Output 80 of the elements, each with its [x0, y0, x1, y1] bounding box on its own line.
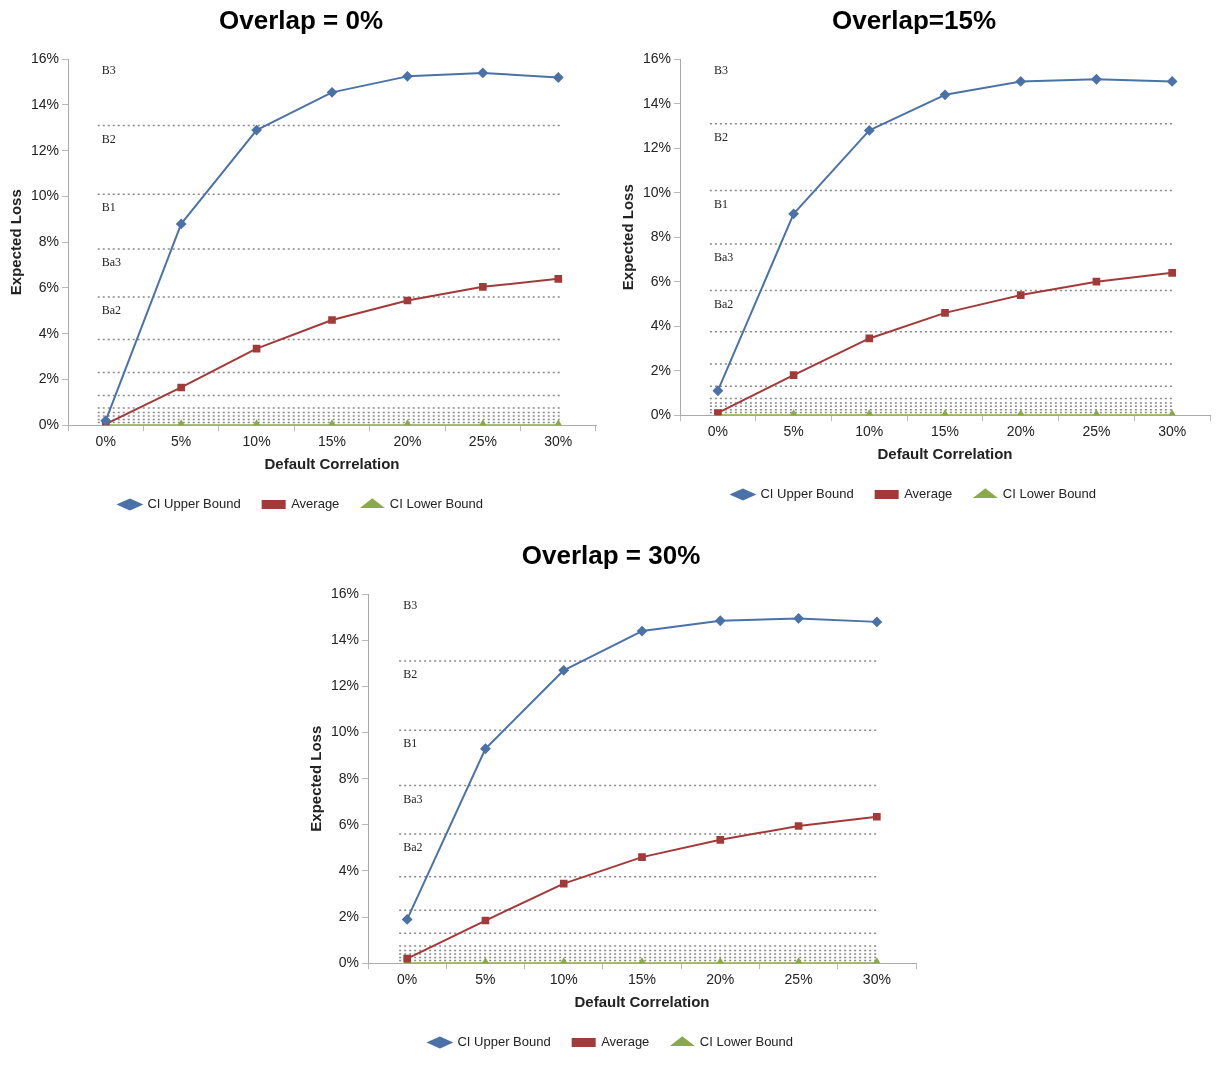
x-tick-label: 5% — [475, 971, 496, 988]
y-tick-label: 10% — [330, 723, 360, 740]
y-axis-title: Expected Loss — [307, 725, 325, 832]
y-tick-label: 10% — [30, 187, 60, 204]
x-tick-label: 25% — [468, 433, 497, 450]
y-axis-title: Expected Loss — [619, 184, 637, 291]
chart-title: Overlap = 0% — [218, 4, 384, 35]
y-tick-label: 16% — [30, 50, 60, 67]
legend-label: CI Upper Bound — [147, 496, 241, 512]
chart-title: Overlap=15% — [831, 4, 997, 35]
y-tick-label: 12% — [30, 141, 60, 158]
annotation: B1 — [713, 196, 728, 211]
x-tick-label: 25% — [784, 971, 813, 988]
y-tick-label: 8% — [338, 769, 360, 786]
y-tick-label: 6% — [650, 272, 672, 289]
annotation: B3 — [101, 63, 116, 78]
annotation: B2 — [101, 131, 116, 146]
y-tick-label: 2% — [650, 361, 672, 378]
y-tick-label: 14% — [330, 631, 360, 648]
x-tick-label: 20% — [706, 971, 735, 988]
y-tick-label: 8% — [650, 228, 672, 245]
y-tick-label: 14% — [30, 95, 60, 112]
x-tick-label: 10% — [242, 433, 271, 450]
legend-label: CI Lower Bound — [389, 496, 484, 512]
y-tick-label: 0% — [338, 954, 360, 971]
x-tick-label: 0% — [397, 971, 418, 988]
x-tick-label: 15% — [317, 433, 347, 450]
x-tick-label: 15% — [930, 423, 960, 440]
annotation: Ba3 — [713, 250, 734, 265]
x-tick-label: 20% — [1006, 423, 1035, 440]
chart-title: Overlap = 30% — [521, 539, 701, 570]
legend-label: CI Lower Bound — [1002, 486, 1097, 502]
legend-label: CI Upper Bound — [760, 486, 854, 502]
legend-label: CI Upper Bound — [457, 1034, 551, 1050]
y-tick-label: 2% — [38, 370, 60, 387]
annotation: Ba2 — [403, 840, 423, 855]
y-axis-title: Expected Loss — [7, 189, 25, 296]
y-tick-label: 12% — [642, 139, 672, 156]
x-tick-label: 25% — [1082, 423, 1111, 440]
y-tick-label: 16% — [642, 50, 672, 67]
annotation: Ba3 — [403, 791, 423, 806]
annotation: B1 — [101, 200, 116, 215]
y-tick-label: 6% — [338, 815, 360, 832]
legend-label: Average — [601, 1034, 650, 1050]
x-tick-label: 0% — [707, 423, 728, 440]
x-tick-label: 10% — [855, 423, 884, 440]
x-tick-label: 0% — [95, 433, 116, 450]
annotation: B2 — [403, 667, 418, 682]
x-tick-label: 10% — [549, 971, 578, 988]
legend-label: CI Lower Bound — [699, 1034, 794, 1050]
annotation: Ba3 — [101, 255, 122, 270]
x-tick-label: 30% — [544, 433, 573, 450]
annotation: B2 — [713, 129, 728, 144]
y-tick-label: 0% — [650, 406, 672, 423]
x-axis-title: Default Correlation — [264, 455, 400, 473]
y-tick-label: 6% — [38, 278, 60, 295]
y-tick-label: 2% — [338, 907, 360, 924]
y-tick-label: 4% — [650, 317, 672, 334]
y-tick-label: 14% — [642, 94, 672, 111]
x-tick-label: 15% — [627, 971, 657, 988]
annotation: B1 — [403, 736, 418, 751]
x-tick-label: 30% — [1158, 423, 1187, 440]
annotation: B3 — [403, 598, 418, 613]
x-tick-label: 30% — [862, 971, 891, 988]
annotation: Ba2 — [101, 303, 122, 318]
legend-label: Average — [904, 486, 953, 502]
x-tick-label: 5% — [783, 423, 804, 440]
x-tick-label: 5% — [171, 433, 192, 450]
x-axis-title: Default Correlation — [574, 993, 710, 1011]
annotation: B3 — [713, 63, 728, 78]
y-tick-label: 4% — [338, 861, 360, 878]
y-tick-label: 4% — [38, 324, 60, 341]
annotation: Ba2 — [713, 296, 734, 311]
y-tick-label: 16% — [330, 585, 360, 602]
y-tick-label: 12% — [330, 677, 360, 694]
x-tick-label: 20% — [393, 433, 422, 450]
x-axis-title: Default Correlation — [877, 445, 1013, 463]
y-tick-label: 8% — [38, 233, 60, 250]
legend-label: Average — [291, 496, 340, 512]
y-tick-label: 10% — [642, 183, 672, 200]
